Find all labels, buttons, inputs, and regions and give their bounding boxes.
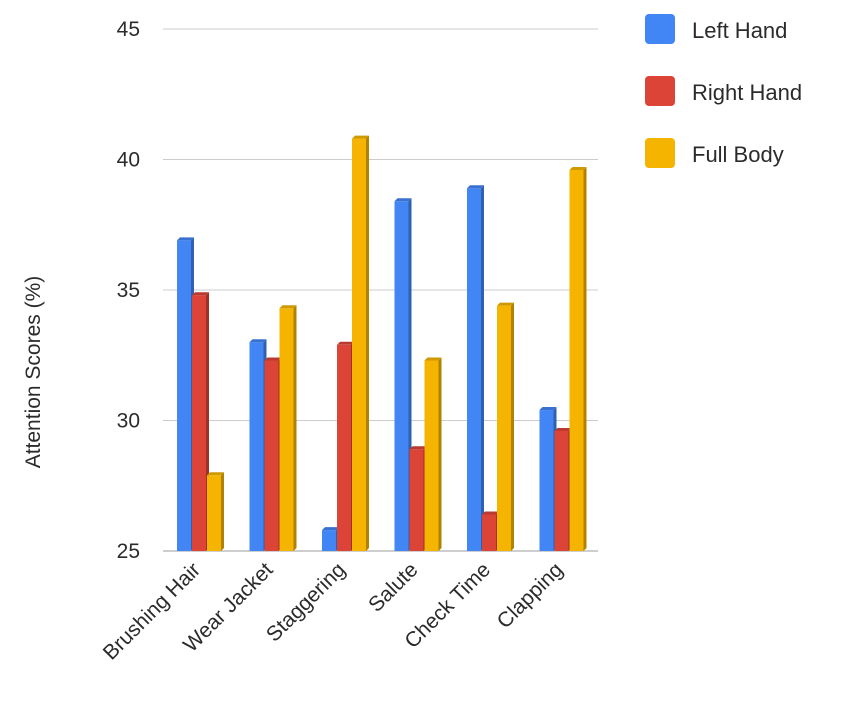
bar bbox=[337, 341, 354, 551]
y-tick-label: 25 bbox=[117, 540, 140, 563]
y-axis-ticks: 25 30 35 40 45 bbox=[117, 18, 140, 563]
bar bbox=[424, 357, 442, 551]
legend-label: Left Hand bbox=[692, 18, 787, 43]
bar bbox=[539, 407, 557, 551]
bar bbox=[264, 357, 282, 551]
bar bbox=[249, 339, 267, 551]
y-tick-label: 30 bbox=[117, 410, 140, 433]
legend-label: Full Body bbox=[692, 142, 784, 167]
legend-swatch bbox=[645, 76, 675, 106]
y-axis-title: Attention Scores (%) bbox=[22, 276, 45, 469]
x-tick-label: Staggering bbox=[262, 558, 350, 646]
legend-item: Right Hand bbox=[645, 76, 802, 106]
bar bbox=[569, 166, 587, 551]
y-tick-label: 45 bbox=[117, 18, 140, 41]
legend-item: Left Hand bbox=[645, 14, 787, 44]
legend-swatch bbox=[645, 138, 675, 168]
gridlines bbox=[163, 28, 598, 552]
bar bbox=[497, 302, 514, 551]
bar bbox=[467, 185, 484, 551]
legend: Left Hand Right Hand Full Body bbox=[645, 14, 802, 168]
legend-item: Full Body bbox=[645, 138, 784, 168]
bar bbox=[322, 527, 339, 551]
x-tick-label: Clapping bbox=[493, 558, 568, 633]
y-tick-label: 40 bbox=[117, 149, 140, 172]
bar bbox=[192, 292, 209, 551]
bar bbox=[554, 427, 572, 551]
bar bbox=[409, 446, 427, 551]
legend-label: Right Hand bbox=[692, 80, 802, 105]
y-tick-label: 35 bbox=[117, 279, 140, 302]
bar bbox=[207, 472, 224, 551]
bar bbox=[279, 305, 297, 551]
bars bbox=[177, 135, 587, 551]
x-tick-label: Salute bbox=[364, 558, 422, 616]
legend-swatch bbox=[645, 14, 675, 44]
bar bbox=[177, 237, 194, 551]
bar bbox=[482, 511, 499, 551]
bar bbox=[394, 198, 412, 551]
bar bbox=[352, 135, 369, 551]
